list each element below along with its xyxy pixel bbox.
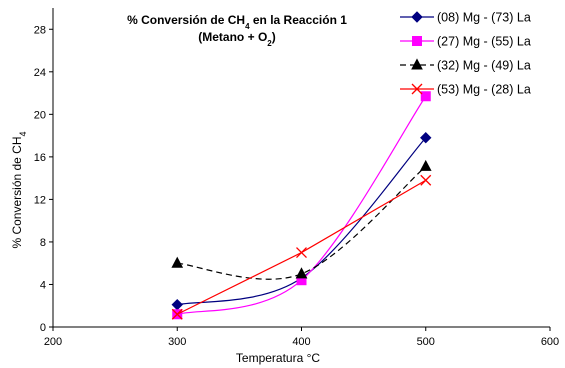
x-tick-label: 600 xyxy=(541,336,559,348)
data-point xyxy=(420,91,431,102)
y-tick-label: 0 xyxy=(40,322,46,334)
x-marker-stroke xyxy=(420,174,432,186)
ticks-layer: 0 4 8 12 16 20 24 28 200 300 400 500 600 xyxy=(34,24,559,348)
x-marker-stroke xyxy=(411,83,423,95)
legend-marker xyxy=(411,83,423,95)
x-tick-label: 200 xyxy=(44,336,62,348)
series-3 xyxy=(171,159,432,280)
series-line xyxy=(177,165,427,280)
x-marker-stroke xyxy=(296,247,307,259)
y-tick-label: 16 xyxy=(34,152,46,164)
y-tick-label: 12 xyxy=(34,194,46,206)
y-tick-label: 20 xyxy=(34,109,46,121)
data-point xyxy=(296,247,307,259)
legend: (08) Mg - (73) La (27) Mg - (55) La (32) M… xyxy=(400,11,531,97)
data-point xyxy=(295,267,308,279)
y-tick-label: 24 xyxy=(34,67,46,79)
x-tick-label: 400 xyxy=(292,336,310,348)
legend-label: (53) Mg - (28) La xyxy=(437,83,531,97)
series-layer xyxy=(171,91,432,320)
legend-marker xyxy=(411,58,423,70)
data-point xyxy=(171,256,184,268)
legend-item-1: (08) Mg - (73) La xyxy=(400,11,531,25)
y-axis-title: % Conversión de CH4 xyxy=(10,131,28,248)
chart-title-line1: % Conversión de CH4 en la Reacción 1 xyxy=(127,13,347,31)
legend-item-4: (53) Mg - (28) La xyxy=(400,83,531,97)
y-tick-label: 8 xyxy=(40,237,46,249)
legend-label: (32) Mg - (49) La xyxy=(437,59,531,73)
chart-title-line2: (Metano + O2) xyxy=(198,30,275,48)
data-point xyxy=(420,174,432,186)
legend-item-2: (27) Mg - (55) La xyxy=(400,35,531,49)
x-tick-label: 500 xyxy=(417,336,435,348)
legend-marker xyxy=(412,36,422,46)
y-tick-label: 28 xyxy=(34,24,46,36)
y-tick-label: 4 xyxy=(40,279,46,291)
legend-marker xyxy=(411,11,423,23)
x-tick-label: 300 xyxy=(168,336,186,348)
x-marker-stroke xyxy=(171,308,183,320)
legend-label: (08) Mg - (73) La xyxy=(437,11,531,25)
data-point xyxy=(171,308,183,320)
data-point xyxy=(419,159,432,171)
x-axis-title: Temperatura °C xyxy=(236,351,320,365)
legend-label: (27) Mg - (55) La xyxy=(437,35,531,49)
legend-item-3: (32) Mg - (49) La xyxy=(400,58,531,73)
data-point xyxy=(420,132,432,144)
series-4 xyxy=(171,174,432,320)
